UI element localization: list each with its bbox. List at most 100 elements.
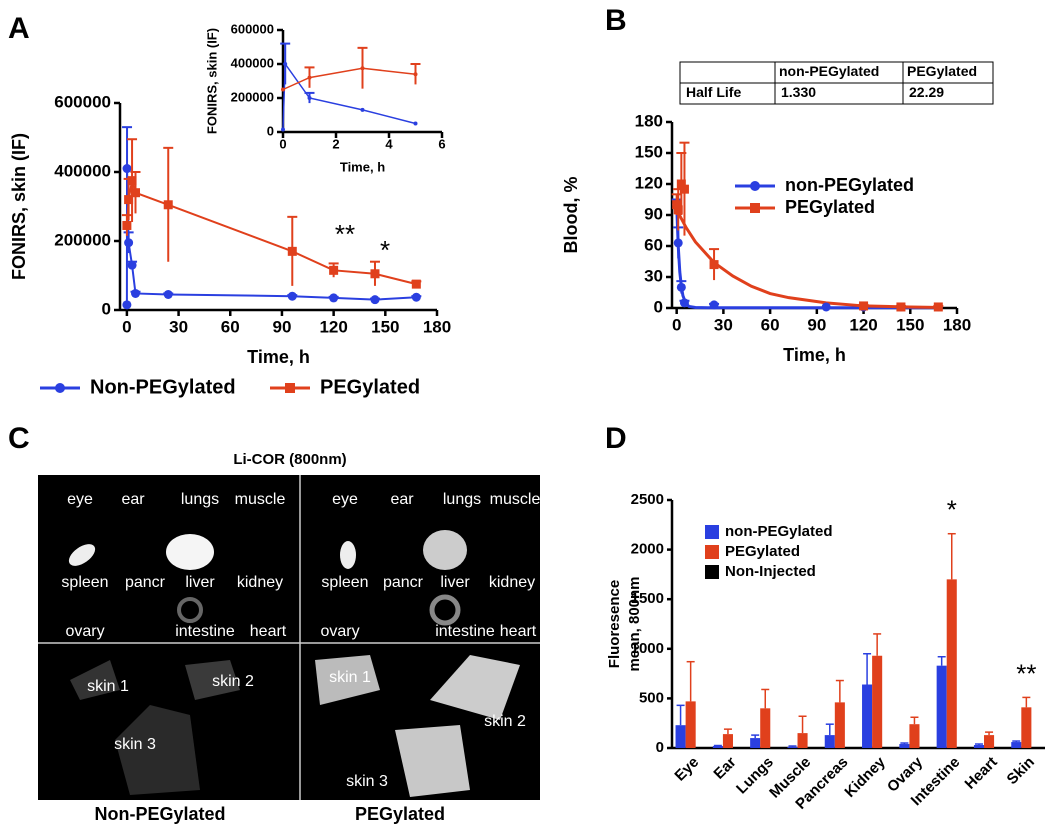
organ-label: skin 2 — [212, 673, 254, 690]
x-tick-label: Ear — [710, 754, 739, 783]
y-axis-label: Blood, % — [561, 177, 581, 254]
legend-label: PEGylated — [725, 543, 800, 560]
marker — [164, 290, 173, 299]
y-tick-label: 30 — [644, 266, 663, 285]
y-tick-label: 2500 — [631, 491, 664, 508]
legend-marker — [750, 181, 760, 191]
legend-label: Non-PEGylated — [90, 376, 236, 398]
marker — [281, 88, 285, 92]
organ-label: heart — [250, 623, 287, 640]
bar — [974, 745, 984, 748]
y-tick-label: 2000 — [631, 541, 664, 558]
marker — [128, 261, 137, 270]
bar — [750, 738, 760, 748]
bar — [676, 725, 686, 748]
bar — [1011, 742, 1021, 748]
marker — [131, 188, 140, 197]
x-tick-label: 180 — [423, 317, 451, 336]
panel-letter: B — [605, 4, 627, 37]
bar — [947, 579, 957, 748]
table-cell: Half Life — [686, 84, 741, 100]
marker — [329, 266, 338, 275]
marker — [288, 247, 297, 256]
bar — [760, 708, 770, 748]
organ-label: spleen — [321, 574, 368, 591]
legend-swatch — [705, 565, 719, 579]
legend-label: Non-Injected — [725, 563, 816, 580]
fit-curve — [677, 210, 942, 308]
y-tick-label: 400000 — [231, 55, 274, 70]
organ — [166, 534, 214, 570]
x-tick-label: 150 — [896, 315, 924, 334]
table-header: non-PEGylated — [779, 63, 879, 79]
legend-marker — [55, 383, 65, 393]
table-cell: 22.29 — [909, 84, 944, 100]
organ-label: lungs — [443, 491, 481, 508]
bar — [1021, 707, 1031, 748]
marker — [414, 72, 418, 76]
organ-label: ear — [121, 491, 145, 508]
x-tick-label: 0 — [672, 315, 681, 334]
x-tick-label: 120 — [849, 315, 877, 334]
organ-label: spleen — [61, 574, 108, 591]
image-caption: Non-PEGylated — [94, 804, 225, 824]
marker — [674, 238, 683, 247]
organ-label: liver — [440, 574, 470, 591]
marker — [122, 221, 131, 230]
organ-label: skin 1 — [87, 678, 129, 695]
marker — [710, 260, 719, 269]
organ-label: eye — [67, 491, 93, 508]
organ-label: ovary — [65, 623, 104, 640]
marker — [680, 185, 689, 194]
x-tick-label: 2 — [332, 136, 339, 151]
bar — [825, 735, 835, 748]
y-tick-label: 120 — [635, 173, 663, 192]
marker — [164, 200, 173, 209]
y-tick-label: 400000 — [54, 161, 111, 180]
x-tick-label: 60 — [221, 317, 240, 336]
x-tick-label: 30 — [169, 317, 188, 336]
bar — [686, 701, 696, 748]
marker — [123, 164, 132, 173]
bar — [723, 734, 733, 748]
marker — [281, 127, 285, 131]
x-tick-label: 90 — [272, 317, 291, 336]
organ-label: pancr — [125, 574, 166, 591]
marker — [370, 295, 379, 304]
table-header: PEGylated — [907, 63, 977, 79]
x-tick-label: Skin — [1004, 754, 1038, 788]
image-panel: eye ear lungs muscle spleen pancr liver … — [8, 422, 540, 824]
line — [127, 169, 416, 305]
x-axis-label: Time, h — [247, 347, 310, 367]
marker — [308, 96, 312, 100]
y-tick-label: 60 — [644, 235, 663, 254]
x-tick-label: 0 — [279, 136, 286, 151]
bar — [713, 746, 723, 748]
y-axis-label: mean, 800nm — [626, 576, 643, 671]
organ-label: ear — [390, 491, 414, 508]
x-axis-label: Time, h — [783, 345, 846, 365]
organ-label: skin 1 — [329, 669, 371, 686]
fit-curve — [677, 205, 942, 308]
annotation: * — [947, 495, 957, 525]
x-tick-label: 0 — [122, 317, 131, 336]
bar — [862, 685, 872, 748]
marker — [934, 302, 943, 311]
marker — [329, 293, 338, 302]
y-tick-label: 0 — [654, 297, 663, 316]
bar — [984, 735, 994, 748]
annotation: ** — [1016, 658, 1036, 688]
line — [127, 181, 416, 285]
y-tick-label: 500 — [639, 689, 664, 706]
marker — [822, 302, 831, 311]
organ-label: intestine — [435, 623, 495, 640]
bar — [909, 724, 919, 748]
marker — [122, 300, 131, 309]
legend-marker — [285, 383, 295, 393]
organ-label: muscle — [235, 491, 286, 508]
y-tick-label: 0 — [267, 123, 274, 138]
organ-label: pancr — [383, 574, 424, 591]
panel-letter: A — [8, 12, 30, 45]
marker — [859, 301, 868, 310]
y-tick-label: 90 — [644, 204, 663, 223]
